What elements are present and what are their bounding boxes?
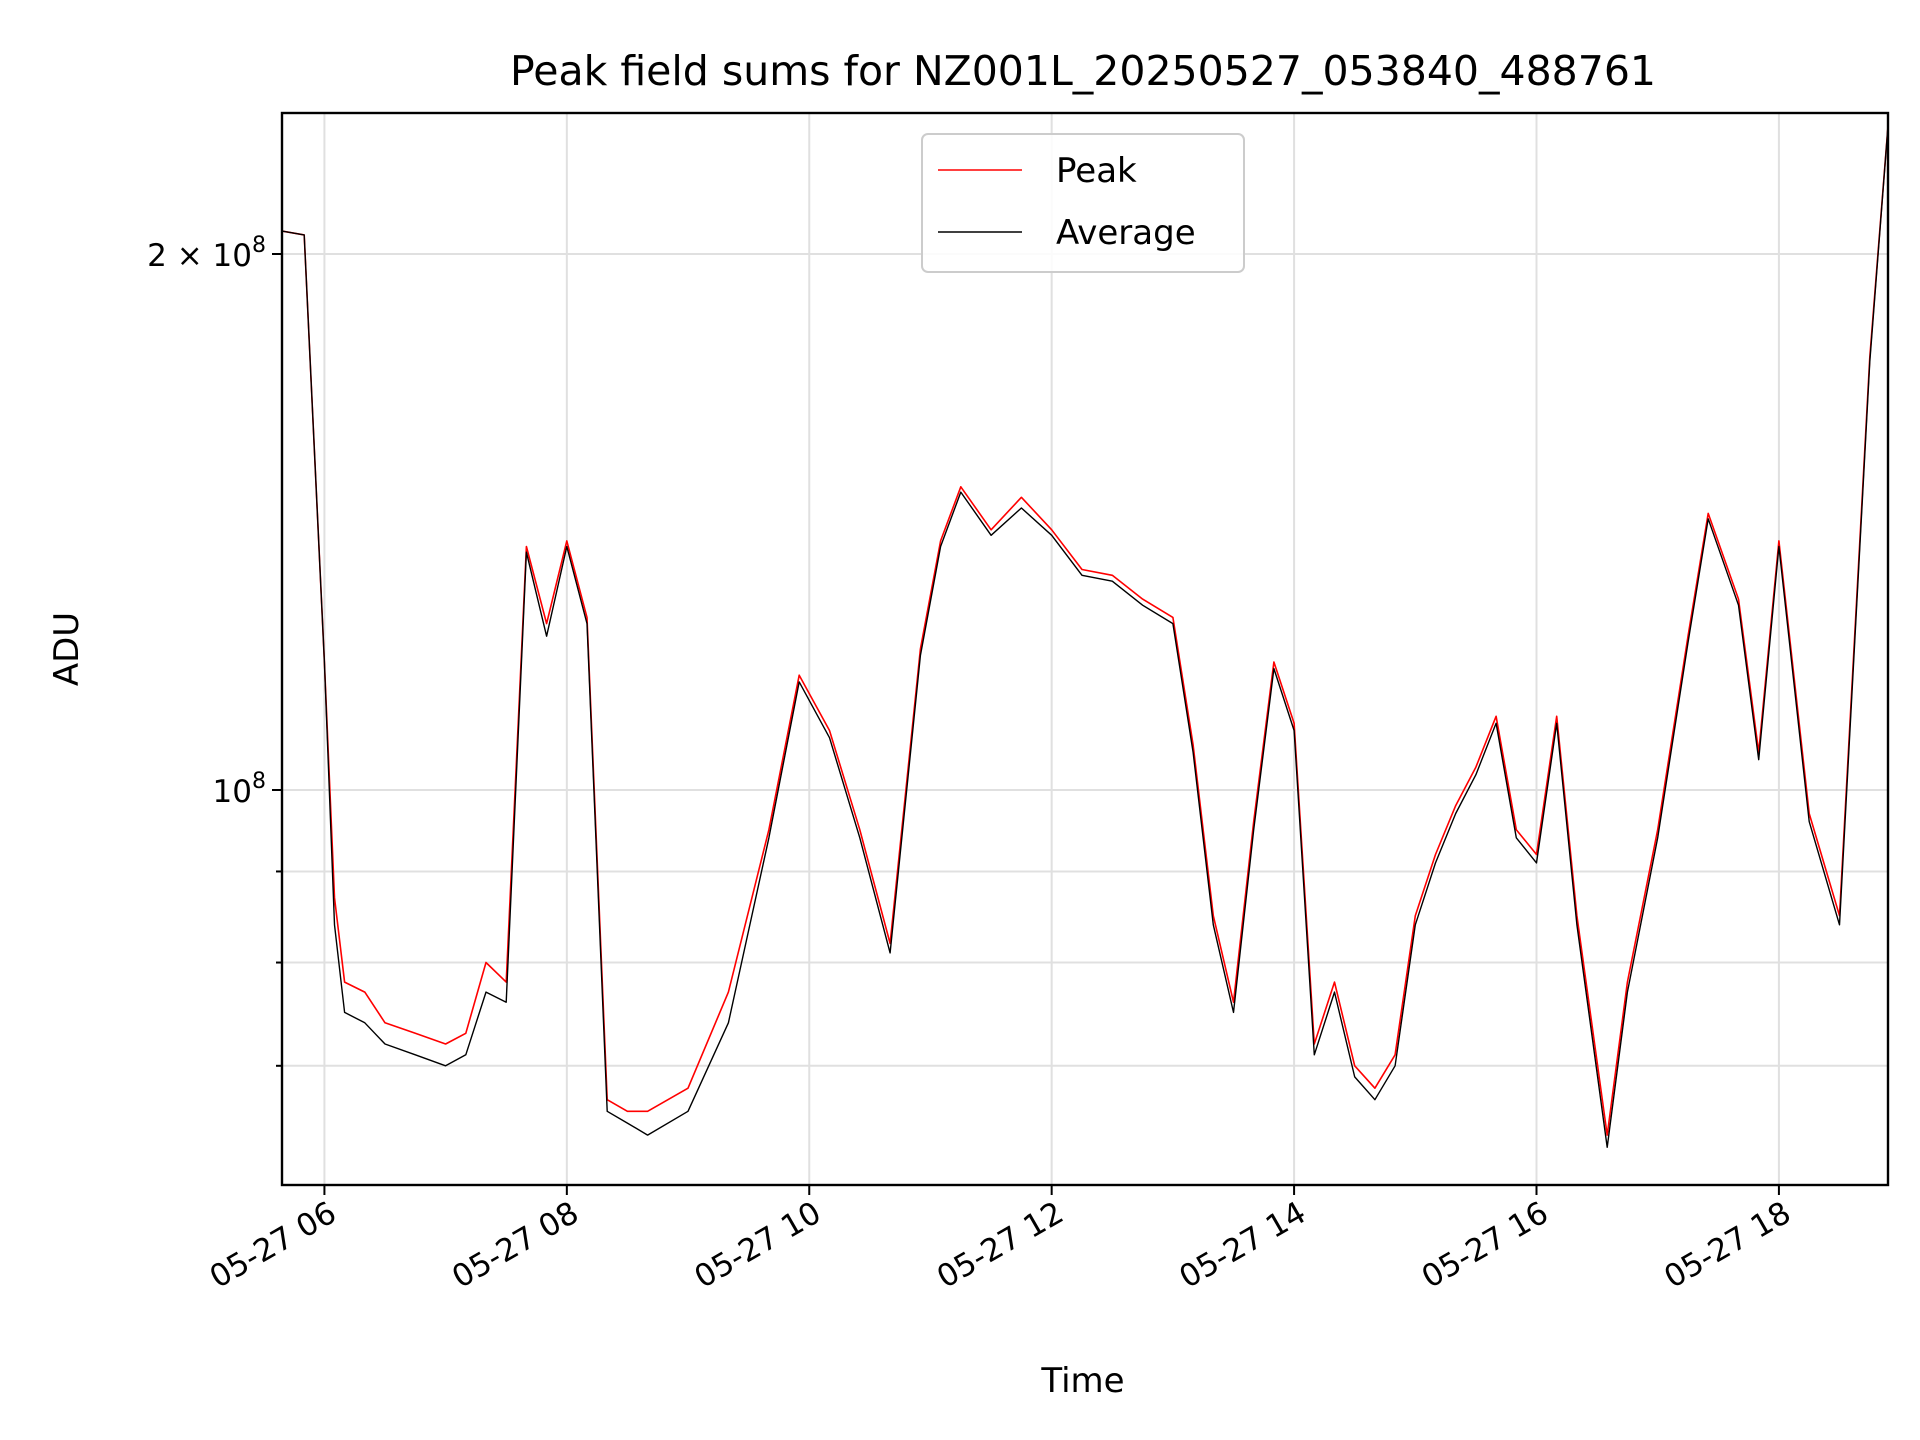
x-tick-label: 05-27 08 — [446, 1195, 585, 1296]
x-tick-label: 05-27 18 — [1658, 1195, 1797, 1296]
legend: Peak Average — [921, 133, 1245, 273]
legend-average-label: Average — [1056, 213, 1196, 253]
legend-peak-label: Peak — [1056, 151, 1137, 191]
x-tick-label: 05-27 14 — [1173, 1195, 1312, 1296]
x-tick-label: 05-27 10 — [689, 1195, 828, 1296]
y-tick-label: 108 — [213, 769, 266, 810]
x-axis-label: Time — [1040, 1361, 1124, 1401]
x-axis: 05-27 06 05-27 08 05-27 10 05-27 12 05-27 14… — [204, 1185, 1797, 1296]
y-axis: 108 2 × 108 — [147, 233, 282, 1067]
series-line-peak — [281, 125, 1889, 1136]
grid — [282, 113, 1888, 1185]
y-tick-label: 2 × 108 — [147, 233, 266, 274]
plot-frame — [280, 111, 1890, 1187]
x-tick-label: 05-27 12 — [931, 1195, 1070, 1296]
series-line-average — [281, 125, 1889, 1149]
x-tick-label: 05-27 16 — [1416, 1195, 1555, 1296]
chart-title: Peak field sums for NZ001L_20250527_0538… — [510, 47, 1656, 95]
series-layer — [281, 125, 1889, 1149]
y-axis-label: ADU — [47, 612, 87, 686]
legend-box — [921, 133, 1245, 273]
x-tick-label: 05-27 06 — [204, 1195, 343, 1296]
